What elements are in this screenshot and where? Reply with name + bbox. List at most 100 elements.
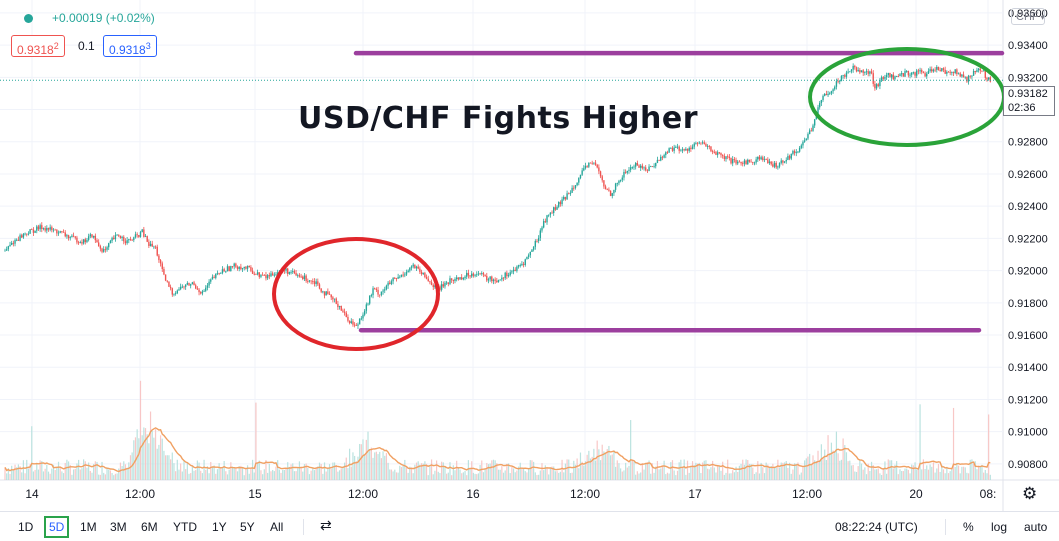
candle-body xyxy=(338,305,341,308)
candle-body xyxy=(643,167,645,169)
volume-bar xyxy=(765,462,767,480)
x-tick-label: 14 xyxy=(25,487,39,501)
volume-bar xyxy=(310,470,312,480)
volume-bar xyxy=(241,467,244,480)
volume-bar xyxy=(236,471,239,480)
candle-body xyxy=(240,266,242,270)
candle-body xyxy=(584,165,587,169)
volume-bar xyxy=(874,469,876,480)
volume-bar xyxy=(216,469,219,480)
candle-body xyxy=(407,270,409,272)
candle-body xyxy=(343,311,346,313)
volume-bar xyxy=(12,470,14,480)
candle-body xyxy=(261,274,264,276)
candle-body xyxy=(4,250,6,252)
candle-body xyxy=(706,146,709,147)
volume-bar xyxy=(683,459,685,480)
candle-body xyxy=(231,266,234,267)
candle-body xyxy=(143,229,145,237)
timeframe-3m[interactable]: 3M xyxy=(110,520,127,534)
candle-body xyxy=(735,159,737,164)
timeframe-1m[interactable]: 1M xyxy=(80,520,97,534)
volume-bar xyxy=(857,466,859,480)
candle-body xyxy=(499,279,501,281)
timeframe-ytd[interactable]: YTD xyxy=(173,520,197,534)
candle-body xyxy=(695,143,697,145)
volume-bar xyxy=(347,468,349,480)
volume-bar xyxy=(802,467,804,480)
volume-bar xyxy=(807,456,809,480)
candle-body xyxy=(139,232,142,237)
volume-bar xyxy=(295,471,297,480)
candle-body xyxy=(812,125,814,131)
volume-bar xyxy=(364,454,366,480)
percent-scale-button[interactable]: % xyxy=(963,520,974,534)
candle-body xyxy=(211,276,214,280)
volume-bar xyxy=(854,471,856,480)
currency-selector[interactable]: CHF ▾ xyxy=(1011,8,1045,25)
timeframe-all[interactable]: All xyxy=(270,520,284,534)
candle-body xyxy=(184,284,187,287)
volume-bar xyxy=(698,462,700,480)
volume-bar xyxy=(221,468,224,480)
candle-body xyxy=(400,274,403,277)
candle-body xyxy=(342,310,344,312)
candle-body xyxy=(191,282,194,285)
volume-bar xyxy=(7,468,9,480)
volume-bar xyxy=(606,449,608,480)
candle-body xyxy=(168,281,170,287)
volume-bar xyxy=(359,443,361,480)
volume-bar xyxy=(442,462,444,480)
volume-bar xyxy=(328,464,331,480)
candle-body xyxy=(527,255,530,257)
volume-bar xyxy=(864,467,866,480)
candle-body xyxy=(636,163,639,166)
candle-body xyxy=(864,71,866,73)
candle-body xyxy=(300,276,302,278)
candle-body xyxy=(42,228,45,230)
volume-bar xyxy=(546,467,548,480)
candle-body xyxy=(103,249,105,252)
volume-bar xyxy=(154,429,157,480)
candle-body xyxy=(258,272,260,277)
candle-body xyxy=(158,255,160,261)
candle-body xyxy=(959,73,961,77)
candle-body xyxy=(87,236,90,240)
candle-body xyxy=(668,148,670,153)
volume-bar xyxy=(989,474,991,480)
sell-price-box[interactable]: 0.93182 xyxy=(11,35,65,57)
candle-body xyxy=(287,268,289,274)
timeframe-5y[interactable]: 5Y xyxy=(240,520,255,534)
candle-body xyxy=(118,234,120,236)
volume-bar xyxy=(743,464,746,480)
volume-bar xyxy=(635,474,637,480)
volume-bar xyxy=(228,469,230,480)
timeframe-5d[interactable]: 5D xyxy=(44,516,70,538)
utc-clock[interactable]: 08:22:24 (UTC) xyxy=(835,520,918,534)
volume-bar xyxy=(246,465,249,480)
volume-bar xyxy=(875,469,878,480)
candle-body xyxy=(189,284,192,286)
volume-bar xyxy=(932,462,935,480)
last-price-tag: 0.93182 02:36 xyxy=(1003,86,1055,116)
date-range-icon[interactable]: ⇄ xyxy=(320,517,332,533)
timeframe-1y[interactable]: 1Y xyxy=(212,520,227,534)
candle-body xyxy=(34,230,36,233)
timeframe-1d[interactable]: 1D xyxy=(18,520,34,534)
candle-body xyxy=(325,291,327,296)
timeframe-6m[interactable]: 6M xyxy=(141,520,158,534)
bottom-toolbar: 1D 5D 1M 3M 6M YTD 1Y 5Y All ⇄ 08:22:24 … xyxy=(0,511,1059,541)
log-scale-button[interactable]: log xyxy=(991,520,1008,534)
volume-bar xyxy=(387,462,389,480)
volume-bar xyxy=(517,466,520,480)
candle-body xyxy=(747,159,749,165)
candle-body xyxy=(887,72,889,76)
volume-bar xyxy=(971,459,973,480)
candle-body xyxy=(335,298,337,304)
volume-bar xyxy=(230,462,232,480)
settings-gear-icon[interactable]: ⚙ xyxy=(1022,484,1038,503)
auto-scale-button[interactable]: auto xyxy=(1024,520,1048,534)
buy-price-box[interactable]: 0.93183 xyxy=(103,35,157,57)
volume-bar xyxy=(847,461,849,480)
